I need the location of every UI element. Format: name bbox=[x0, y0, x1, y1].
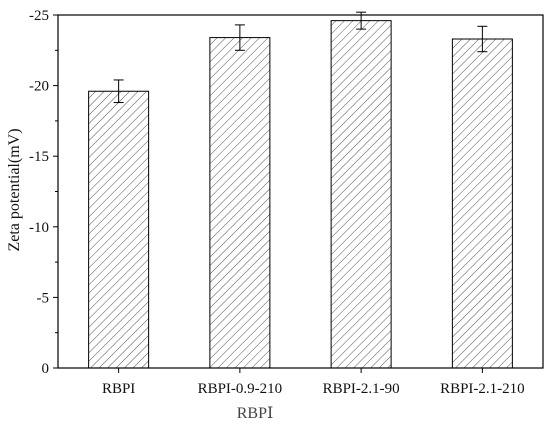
y-tick-label: -5 bbox=[37, 290, 50, 306]
x-tick-label: RBPI-0.9-210 bbox=[198, 381, 283, 397]
x-axis-title: RBPⅠ bbox=[237, 405, 274, 422]
labels-layer: RBPI RBPI-0.9-210 RBPI-2.1-90 RBPI-2.1-210 0… bbox=[29, 8, 525, 397]
y-axis-title: Zeta potential(mV) bbox=[6, 128, 23, 251]
y-tick-label: 0 bbox=[42, 361, 50, 377]
bar-1 bbox=[88, 90, 150, 369]
x-tick-label: RBPI bbox=[102, 381, 135, 397]
error-bar-2 bbox=[234, 24, 245, 51]
y-tick-label: -15 bbox=[29, 149, 49, 165]
error-bars-layer bbox=[113, 11, 488, 104]
y-tick-label: -25 bbox=[29, 8, 49, 24]
axes-layer bbox=[53, 14, 544, 373]
x-tick-label: RBPI-2.1-210 bbox=[440, 381, 525, 397]
error-bar-1 bbox=[113, 79, 124, 104]
bar-4 bbox=[451, 38, 513, 369]
y-tick-label: -10 bbox=[29, 220, 49, 236]
y-tick-label: -20 bbox=[29, 79, 49, 95]
bar-2 bbox=[209, 37, 271, 369]
x-tick-label: RBPI-2.1-90 bbox=[323, 381, 400, 397]
error-bar-4 bbox=[477, 25, 488, 53]
bars-layer bbox=[88, 20, 513, 369]
bar-3 bbox=[330, 20, 392, 369]
